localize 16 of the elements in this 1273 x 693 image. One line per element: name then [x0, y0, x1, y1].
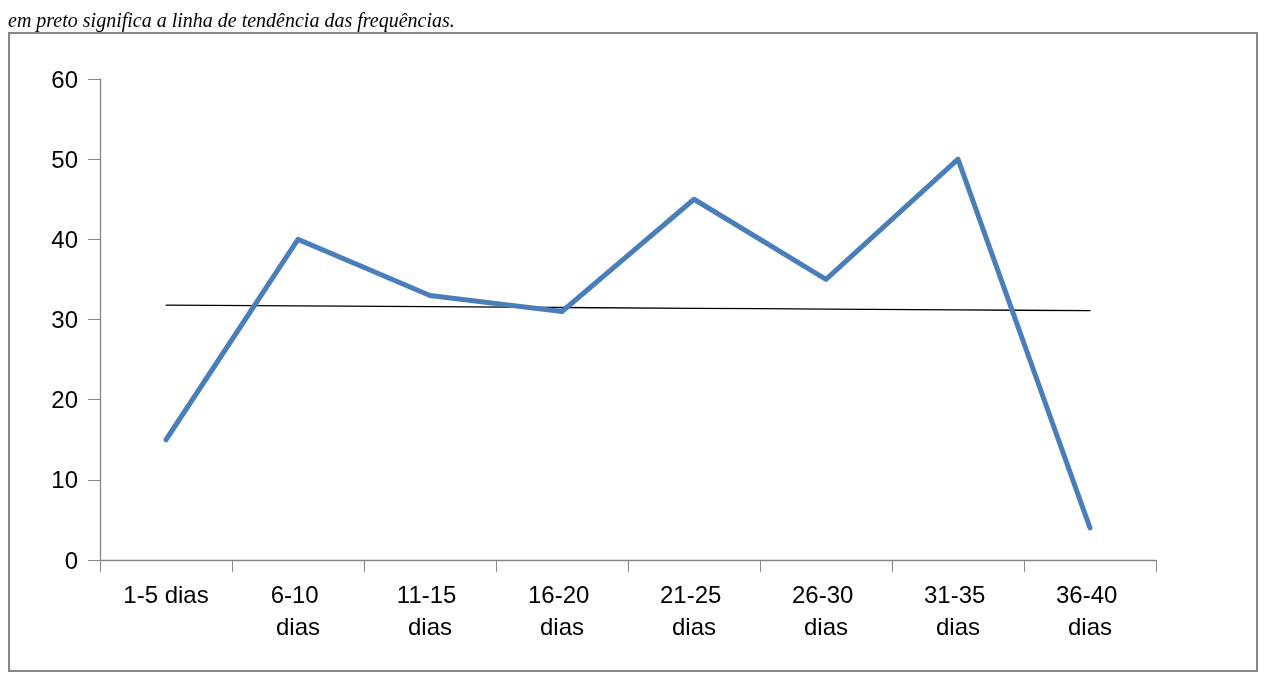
- x-tick-label: 1-5 dias: [123, 580, 209, 608]
- x-tick-label: 21-25 dias: [659, 580, 729, 640]
- x-tick-label: 31-35 dias: [923, 580, 993, 640]
- y-tick-label: 30: [51, 306, 78, 333]
- y-tick-label: 60: [51, 65, 78, 93]
- y-tick-label: 0: [64, 546, 78, 574]
- y-tick-label: 20: [51, 386, 78, 414]
- x-tick-label: 36-40 dias: [1055, 580, 1125, 640]
- x-tick-label: 16-20 dias: [527, 580, 597, 640]
- text: em preto significa a linha de tendência das frequências.: [8, 8, 456, 32]
- y-tick-label: 40: [51, 225, 78, 253]
- x-tick-label: 26-30 dias: [791, 580, 861, 640]
- x-tick-label: 11-15 dias: [396, 580, 464, 640]
- y-tick-label: 50: [51, 145, 78, 173]
- y-tick-label: 10: [51, 466, 78, 494]
- x-tick-label: 6-10 dias: [270, 580, 326, 640]
